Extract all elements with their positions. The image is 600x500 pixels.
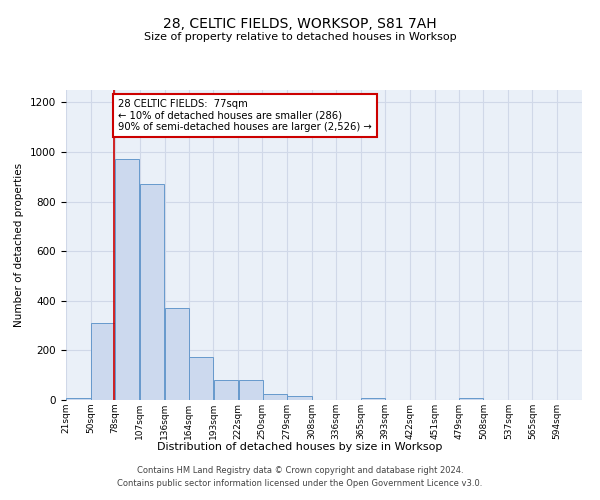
- Bar: [189, 356, 213, 400]
- Text: Contains HM Land Registry data © Crown copyright and database right 2024.
Contai: Contains HM Land Registry data © Crown c…: [118, 466, 482, 487]
- Text: Distribution of detached houses by size in Worksop: Distribution of detached houses by size …: [157, 442, 443, 452]
- Bar: [115, 160, 139, 400]
- Text: 28 CELTIC FIELDS:  77sqm
← 10% of detached houses are smaller (286)
90% of semi-: 28 CELTIC FIELDS: 77sqm ← 10% of detache…: [118, 98, 372, 132]
- Bar: [165, 308, 189, 400]
- Text: Size of property relative to detached houses in Worksop: Size of property relative to detached ho…: [143, 32, 457, 42]
- Bar: [263, 394, 287, 400]
- Bar: [91, 323, 115, 400]
- Bar: [239, 380, 263, 400]
- Bar: [287, 396, 311, 400]
- Bar: [67, 398, 91, 400]
- Bar: [459, 398, 483, 400]
- Y-axis label: Number of detached properties: Number of detached properties: [14, 163, 25, 327]
- Bar: [140, 184, 164, 400]
- Bar: [361, 398, 385, 400]
- Bar: [214, 380, 238, 400]
- Text: 28, CELTIC FIELDS, WORKSOP, S81 7AH: 28, CELTIC FIELDS, WORKSOP, S81 7AH: [163, 18, 437, 32]
